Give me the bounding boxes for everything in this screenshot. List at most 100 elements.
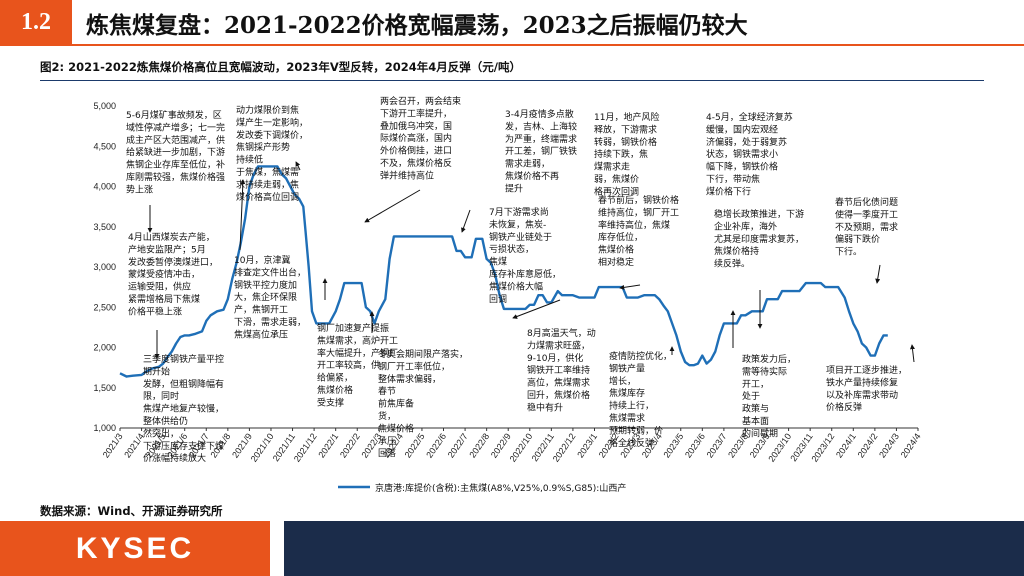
annotation-line: 政策与	[742, 403, 769, 415]
annotation-line: 回落	[378, 447, 396, 459]
footer-stripe	[284, 521, 1024, 576]
annotation-line: 春节前后，钢铁价格	[598, 194, 679, 206]
annotation-line: 尤其是印度需求复苏，	[714, 233, 804, 245]
y-tick-label: 4,000	[93, 182, 116, 192]
annotation-ann-5: 10月，京津冀排查定文件出台，钢铁平控力度加大，焦企环保限产，焦钢开工下滑，需求…	[234, 254, 306, 340]
annotation-line: 回升，焦煤价格	[527, 389, 590, 401]
annotation-line: 煤价格高位回调	[236, 191, 299, 203]
x-tick-label: 2021/3	[101, 431, 125, 459]
annotation-ann-1: 5-6月煤矿事故频发，区域性停减产增多；七一完成主产区大范围减产，供给紧缺进一步…	[126, 109, 225, 195]
annotation-line: 需求走弱，	[505, 158, 550, 170]
logo-text: KYSEC	[75, 531, 195, 565]
annotation-line: 成主产区大范围减产，供	[126, 134, 225, 146]
annotation-line: 焦煤高位承压	[234, 328, 288, 340]
annotation-line: 动力煤限价到焦	[236, 104, 299, 116]
annotation-ann-11: 8月高温天气，动力煤需求旺盛， 9-10月，供化钢铁开工率维持高位，焦煤需求回升，…	[527, 327, 596, 413]
x-tick-label: 2024/1	[834, 431, 858, 459]
annotation-line: 际煤价高涨，国内	[380, 132, 452, 144]
annotation-line: 增长，	[609, 375, 636, 387]
annotation-line: 钢铁产业链处于	[489, 231, 552, 243]
x-tick-label: 2024/3	[877, 431, 901, 459]
annotation-line: 持续下跌，焦	[594, 148, 648, 160]
annotation-line: 下滑，需求走弱，	[234, 316, 306, 328]
annotation-line: 库刚需较强，焦煤价格强	[126, 171, 225, 183]
x-tick-label: 2024/4	[899, 431, 923, 459]
annotation-line: 紧需增格局下焦煤	[128, 293, 200, 305]
annotation-line: 发改委暂停澳煤进口，	[128, 256, 218, 268]
annotation-line: 开工率较高，供	[317, 359, 380, 371]
annotation-line: 运输受阻，供应	[128, 281, 191, 293]
annotation-arrow	[364, 189, 421, 223]
annotation-line: 回调	[489, 294, 507, 305]
annotation-line: 状态，钢铁需求小	[706, 148, 778, 160]
x-tick-label: 2022/5	[403, 431, 427, 459]
annotation-line: 下游压库存支撑下煤	[143, 440, 224, 452]
annotation-line: 前焦库备	[378, 398, 414, 410]
annotation-line: 开工，	[742, 379, 769, 390]
annotation-line: 焦煤价格持	[714, 245, 759, 257]
annotation-line: 5-6月煤矿事故频发，区	[126, 109, 222, 121]
annotation-line: 价涨幅持续放大	[143, 452, 206, 464]
annotation-line: 钢铁开工率维持	[527, 364, 590, 376]
title-divider	[0, 44, 1024, 46]
y-tick-label: 2,000	[93, 343, 116, 353]
annotation-line: 焦煤价格大幅	[489, 280, 543, 292]
annotation-line: 处于	[742, 390, 760, 402]
annotation-line: 给紧缺进一步加剧，下游	[126, 146, 225, 158]
annotation-line: 价格平稳上涨	[128, 305, 182, 317]
annotation-line: 焦煤价格	[378, 422, 414, 434]
y-tick-label: 2,500	[93, 302, 116, 312]
annotation-line: 焦煤需求	[609, 412, 645, 424]
annotation-line: 钢厂开工率低位，	[378, 360, 450, 372]
annotation-line: 钢铁平控力度加	[234, 279, 297, 291]
title-bar: 1.2 炼焦煤复盘：2021-2022价格宽幅震荡，2023之后振幅仍较大	[0, 0, 1024, 44]
x-tick-label: 2022/6	[424, 431, 448, 459]
figure-caption: 图2: 2021-2022炼焦煤价格高位且宽幅波动，2023年V型反转，2024…	[40, 60, 522, 74]
annotation-line: 冬奥会期间限产落实，	[378, 348, 468, 360]
annotation-line: 格全线反弹	[609, 437, 654, 449]
annotation-ann-19: 项目开工逐步推进，铁水产量持续修复以及补库需求带动价格反弹	[826, 364, 907, 413]
annotation-line: 求持续走弱，焦	[236, 178, 299, 190]
annotation-line: 率大幅提升，产钢厂	[317, 347, 398, 359]
annotation-ann-7: 冬奥会期间限产落实，钢厂开工率低位，整体需求偏弱，春节前焦库备货，焦煤价格承压回…	[378, 348, 468, 459]
annotation-line: 煤产生一定影响，	[236, 116, 308, 128]
section-number-badge: 1.2	[0, 0, 72, 44]
annotation-line: 产地安监限产；5月	[128, 243, 206, 255]
annotation-ann-17: 政策发力后，需等待实际开工，处于政策与基本面的间歇期	[742, 353, 796, 439]
annotation-line: 发酵，但粗钢降幅有	[143, 378, 224, 390]
annotation-line: 弱，焦煤价	[594, 173, 639, 185]
annotation-ann-12: 11月，地产风险释放，下游需求转弱，钢铁价格持续下跌，焦煤需求走弱，焦煤价格再次…	[594, 111, 659, 197]
annotation-line: 期开始	[143, 365, 170, 377]
annotation-line: 春节后化债问题	[835, 196, 898, 208]
annotation-line: 稳增长政策推进，下游	[714, 208, 804, 220]
annotation-line: 项目开工逐步推进，	[826, 364, 907, 376]
annotation-ann-3: 三季度钢铁产量平控期开始发酵，但粗钢降幅有限，同时焦煤产地复产较慢，整体供给仍然…	[143, 353, 224, 464]
kysec-logo: KYSEC	[0, 521, 270, 576]
annotation-line: 济偏弱，处于弱复苏	[706, 136, 787, 148]
annotation-line: 库存补库意愿低，	[489, 268, 561, 280]
annotation-line: 钢厂加速复产提振	[317, 322, 389, 334]
annotation-line: 疫情防控优化，	[609, 350, 672, 362]
annotation-line: 为严重，终端需求	[505, 133, 577, 145]
annotation-line: 叠加俄乌冲突，国	[380, 120, 452, 132]
annotation-ann-4: 动力煤限价到焦煤产生一定影响，发改委下调煤价，焦钢採产形势持续低于焦煤，焦煤需求…	[236, 104, 308, 203]
annotation-line: 焦煤	[489, 256, 507, 268]
annotation-ann-9: 3-4月疫情多点散发，吉林、上海较为严重，终端需求开工差，钢厂铁铁需求走弱，焦煤…	[505, 108, 577, 194]
annotation-line: 发改委下调煤价，	[236, 129, 308, 141]
annotation-line: 维持高位，钢厂开工	[598, 206, 679, 218]
y-tick-label: 4,500	[93, 141, 116, 151]
annotation-ann-6: 钢厂加速复产提振焦煤需求，高炉开工率大幅提升，产钢厂开工率较高，供给偏紧，焦煤价…	[317, 322, 398, 408]
x-tick-label: 2023/5	[661, 431, 685, 459]
annotation-line: 开工差，钢厂铁铁	[505, 145, 577, 157]
annotation-line: 4-5月，全球经济复苏	[706, 111, 793, 123]
annotation-line: 高位，焦煤需求	[527, 377, 590, 389]
annotation-line: 外价格倒挂，进口	[380, 145, 452, 157]
annotation-line: 焦煤产地复产较慢，	[143, 403, 224, 415]
annotation-arrow	[239, 179, 246, 251]
annotation-line: 持续低	[236, 154, 263, 166]
annotation-line: 基本面	[742, 415, 769, 427]
annotation-ann-8: 两会召开，两会结束下游开工率提升，叠加俄乌冲突，国际煤价高涨，国内外价格倒挂，进…	[380, 95, 461, 181]
annotation-line: 蒙煤受疫情冲击，	[128, 268, 200, 280]
annotation-line: 缓慢，国内宏观经	[706, 123, 778, 135]
annotation-line: 势上涨	[126, 183, 153, 195]
